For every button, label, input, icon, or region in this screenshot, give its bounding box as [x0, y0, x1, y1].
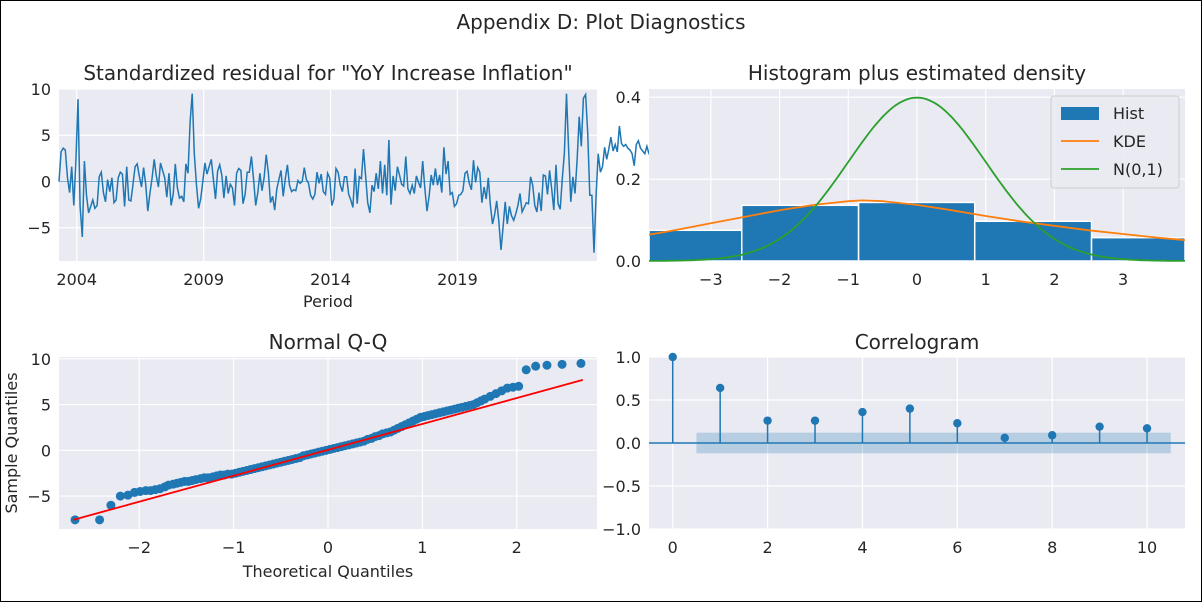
qq-point	[531, 361, 541, 371]
residual-ytick-label: 5	[41, 126, 51, 145]
residual-ytick-label: −5	[27, 219, 51, 238]
histogram-xtick-label: −1	[836, 270, 860, 289]
histogram-legend: Hist KDE N(0,1)	[1050, 95, 1180, 189]
acf-marker	[1095, 422, 1104, 431]
histogram-xtick-label: 1	[981, 270, 991, 289]
legend-label-kde: KDE	[1113, 132, 1146, 151]
acf-marker	[1142, 424, 1152, 433]
qq-point	[557, 359, 567, 369]
residual-xtick-label: 2004	[56, 270, 97, 289]
hist-bar	[1090, 236, 1186, 262]
qq-xtick-label: 0	[323, 538, 333, 557]
hist-bar	[973, 220, 1093, 262]
correlogram-ytick-label: −0.5	[602, 477, 641, 496]
residual-xtick-label: 2009	[183, 270, 224, 289]
correlogram-ytick-label: 0.0	[616, 434, 641, 453]
histogram-xtick-label: −2	[768, 270, 792, 289]
qq-xtick-label: 1	[417, 538, 427, 557]
qq-point	[95, 515, 105, 525]
acf-marker	[810, 416, 820, 425]
histogram-xtick-label: 2	[1049, 270, 1059, 289]
qq-xtick-label: 2	[512, 538, 522, 557]
residual-xlabel: Period	[303, 292, 353, 311]
correlogram-xtick-label: 10	[1137, 538, 1157, 557]
correlogram-panel: 0 2 4 6 8 10 −1.0 −0.5 0.0 0.5 1.0 Correlogram	[602, 330, 1185, 557]
residual-title: Standardized residual for "YoY Increase …	[83, 61, 572, 85]
residual-ytick-label: 0	[41, 172, 51, 191]
residual-ticks: 2004 2009 2014 2019 −5 0 5 10	[27, 80, 477, 289]
residual-xtick-label: 2019	[437, 270, 478, 289]
residual-series-line	[58, 92, 671, 253]
figure-suptitle: Appendix D: Plot Diagnostics	[456, 10, 745, 34]
kde-line	[648, 199, 1186, 241]
histogram-panel: −3 −2 −1 0 1 2 3 0.0 0.2 0.4 Histogram plus estim…	[616, 61, 1186, 289]
qq-point	[521, 365, 531, 375]
histogram-marks	[648, 96, 1186, 262]
qq-marks	[70, 358, 586, 525]
qq-title: Normal Q-Q	[269, 330, 388, 354]
qq-point	[542, 360, 552, 370]
correlogram-ticks: 0 2 4 6 8 10 −1.0 −0.5 0.0 0.5 1.0	[602, 348, 1157, 557]
qq-fit-line	[72, 379, 584, 521]
acf-marker	[668, 352, 677, 362]
correlogram-xtick-label: 4	[857, 538, 867, 557]
normal-density-line	[649, 96, 1185, 262]
qq-ticks: −2 −1 0 1 2 −5 0 5 10	[27, 350, 521, 557]
acf-marker	[1000, 433, 1009, 443]
correlogram-marks	[649, 352, 1185, 454]
histogram-ytick-label: 0.4	[616, 88, 641, 107]
acf-marker	[953, 419, 962, 428]
correlogram-xtick-label: 0	[668, 538, 678, 557]
residual-ytick-label: 10	[31, 80, 51, 99]
qq-point	[115, 491, 125, 501]
correlogram-ytick-label: −1.0	[602, 520, 641, 539]
acf-marker	[1047, 431, 1057, 440]
residual-xtick-label: 2014	[310, 270, 351, 289]
histogram-title: Histogram plus estimated density	[748, 61, 1086, 85]
legend-label-hist: Hist	[1113, 104, 1144, 123]
qq-ytick-label: 10	[31, 350, 51, 369]
qq-ytick-label: −5	[27, 487, 51, 506]
histogram-ytick-label: 0.0	[616, 252, 641, 271]
acf-marker	[763, 416, 772, 425]
histogram-xtick-label: 3	[1118, 270, 1128, 289]
correlogram-ytick-label: 0.5	[616, 391, 641, 410]
qq-panel: −2 −1 0 1 2 −5 0 5 10 Normal Q-Q Theoretical Qua…	[2, 330, 597, 581]
correlogram-xtick-label: 8	[1047, 538, 1057, 557]
legend-swatch-hist	[1061, 107, 1099, 120]
qq-ylabel: Sample Quantiles	[2, 372, 21, 513]
hist-bar	[857, 201, 976, 262]
histogram-xtick-label: −3	[699, 270, 723, 289]
acf-marker	[858, 407, 867, 417]
qq-point	[514, 381, 524, 391]
qq-ytick-label: 0	[41, 441, 51, 460]
acf-marker	[715, 383, 725, 393]
legend-label-normal: N(0,1)	[1113, 160, 1163, 179]
qq-point	[576, 358, 586, 368]
histogram-ytick-label: 0.2	[616, 170, 641, 189]
hist-bar	[648, 229, 743, 262]
residual-marks	[58, 92, 671, 253]
correlogram-title: Correlogram	[855, 330, 980, 354]
correlogram-xtick-label: 6	[952, 538, 962, 557]
acf-marker	[905, 404, 915, 413]
qq-xtick-label: −1	[222, 538, 246, 557]
qq-ytick-label: 5	[41, 396, 51, 415]
correlogram-ytick-label: 1.0	[616, 348, 641, 367]
qq-xlabel: Theoretical Quantiles	[242, 562, 414, 581]
qq-xtick-label: −2	[127, 538, 151, 557]
histogram-ticks: −3 −2 −1 0 1 2 3 0.0 0.2 0.4	[616, 88, 1129, 289]
histogram-xtick-label: 0	[912, 270, 922, 289]
residual-panel: 2004 2009 2014 2019 −5 0 5 10 Standardized resi…	[27, 61, 671, 311]
qq-point	[106, 500, 116, 510]
correlogram-xtick-label: 2	[762, 538, 772, 557]
